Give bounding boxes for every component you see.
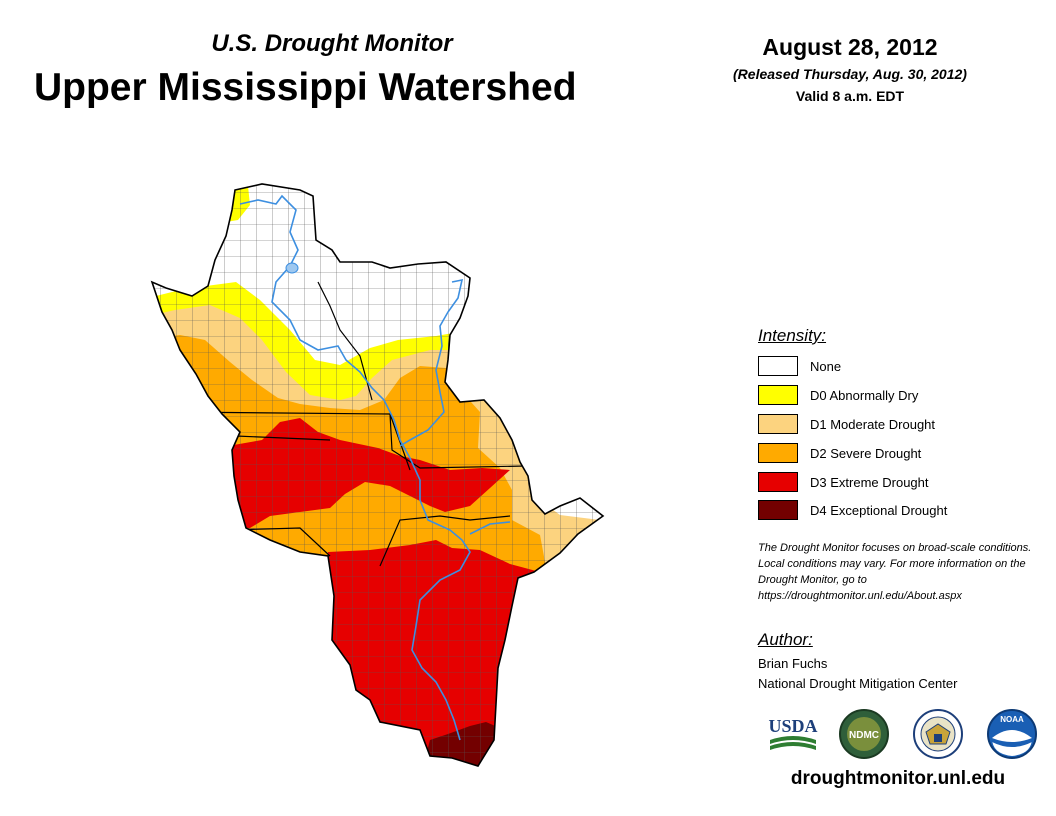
disclaimer-note: The Drought Monitor focuses on broad-sca… <box>758 542 1032 602</box>
legend-swatch <box>758 443 798 463</box>
map-date: August 28, 2012 <box>762 34 938 60</box>
valid-time: Valid 8 a.m. EDT <box>795 88 905 104</box>
wisconsin-river <box>399 278 464 447</box>
author-heading: Author: <box>758 630 813 649</box>
legend-label: D4 Exceptional Drought <box>810 502 948 518</box>
legend-swatch <box>758 500 798 520</box>
state-borders <box>175 281 527 567</box>
map-title: Upper Mississippi Watershed <box>34 66 577 109</box>
legend-swatch <box>758 385 798 405</box>
release-date: (Released Thursday, Aug. 30, 2012) <box>733 66 967 82</box>
ndmc-logo: NDMC <box>839 709 889 759</box>
drought-layers <box>152 184 603 766</box>
legend-item-d4: D4 Exceptional Drought <box>758 499 947 521</box>
map-subtitle: U.S. Drought Monitor <box>211 30 453 57</box>
legend-label: D1 Moderate Drought <box>810 416 936 432</box>
legend-item-d0: D0 Abnormally Dry <box>758 384 918 406</box>
legend-label: D3 Extreme Drought <box>810 474 929 490</box>
legend-swatch <box>758 356 798 376</box>
mississippi-river <box>239 194 471 741</box>
author-organization: National Drought Mitigation Center <box>758 676 958 691</box>
legend-item-d1: D1 Moderate Drought <box>758 413 935 435</box>
legend-title: Intensity: <box>758 326 827 345</box>
legend-item-d2: D2 Severe Drought <box>758 442 921 464</box>
noaa-logo: NOAA <box>987 709 1037 759</box>
legend-item-d3: D3 Extreme Drought <box>758 471 929 493</box>
lake <box>285 262 299 274</box>
legend-label: D2 Severe Drought <box>810 445 922 461</box>
usda-logo-text: USDA <box>768 716 817 736</box>
drought-map <box>151 183 604 767</box>
legend-item-none: None <box>758 355 841 377</box>
illinois-river <box>469 521 511 535</box>
legend-swatch <box>758 472 798 492</box>
author-name: Brian Fuchs <box>758 656 828 671</box>
noaa-logo-text: NOAA <box>1000 715 1024 724</box>
legend-swatch <box>758 414 798 434</box>
ndmc-logo-text: NDMC <box>849 730 879 741</box>
county-lines <box>152 184 603 766</box>
usda-logo: USDA <box>768 716 818 750</box>
legend-label: D0 Abnormally Dry <box>810 387 919 403</box>
rivers <box>239 194 511 741</box>
website-url[interactable]: droughtmonitor.unl.edu <box>790 768 1006 789</box>
legend-label: None <box>810 358 842 374</box>
commerce-seal-logo <box>913 709 963 759</box>
